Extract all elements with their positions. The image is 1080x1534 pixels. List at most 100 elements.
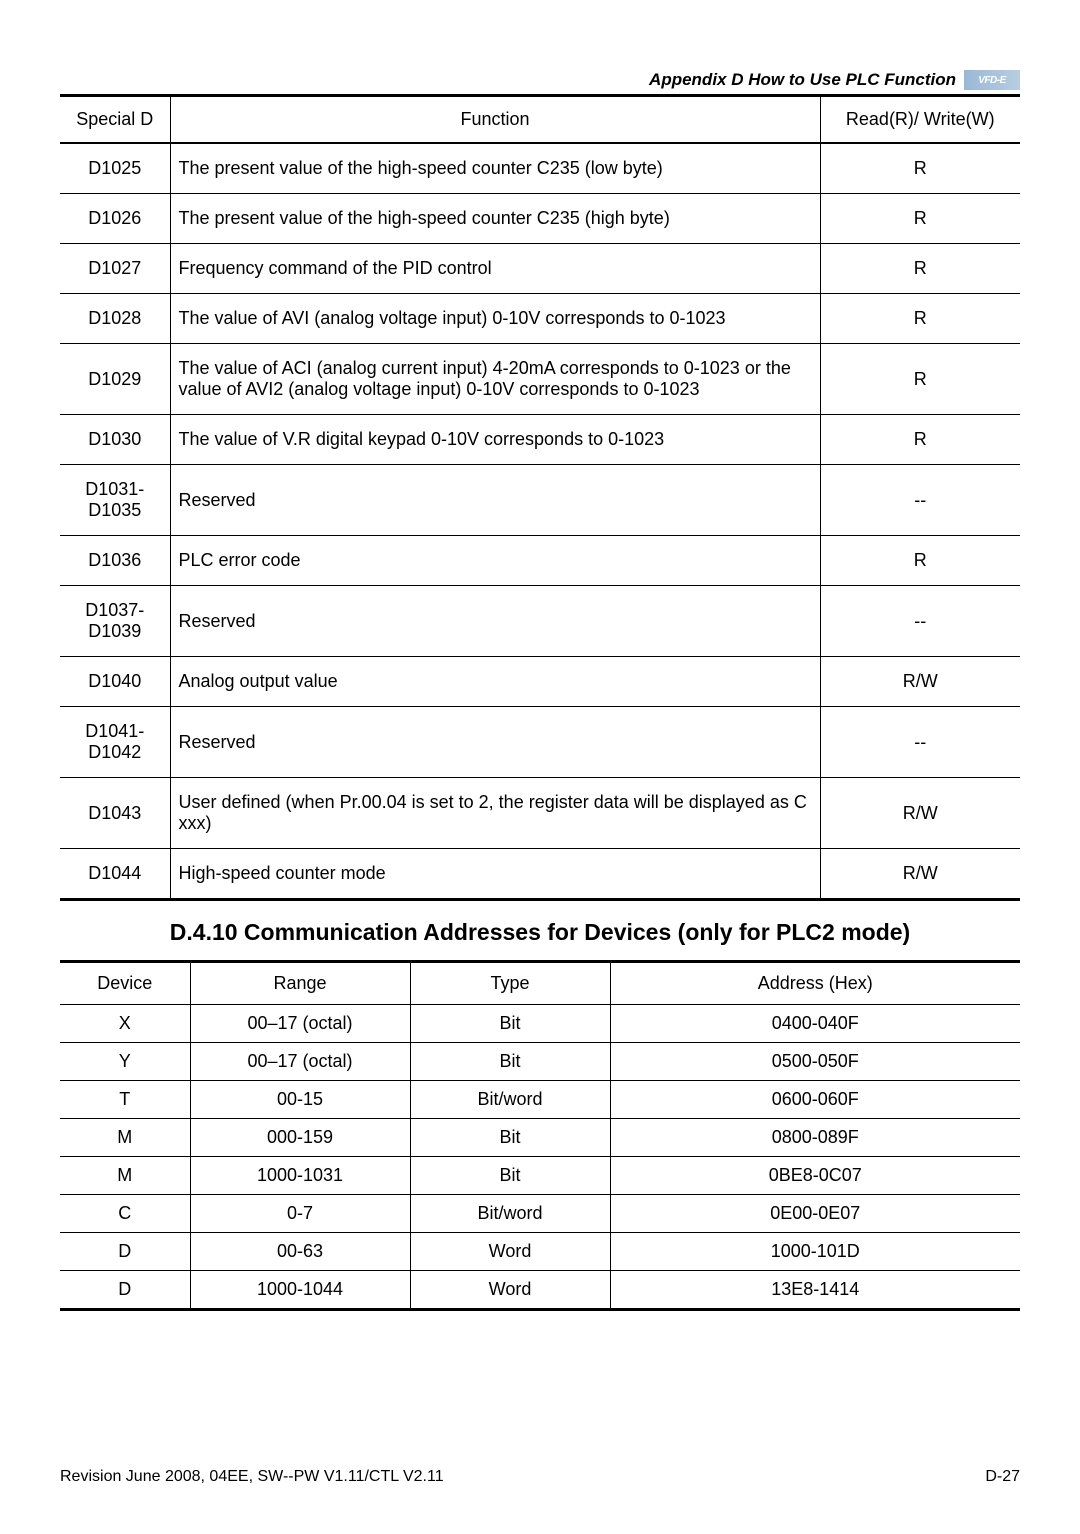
col-header-address-hex: Address (Hex) (610, 962, 1020, 1005)
special-d-table: Special D Function Read(R)/ Write(W) D10… (60, 94, 1020, 901)
section-heading: D.4.10 Communication Addresses for Devic… (60, 919, 1020, 946)
cell-special-d: D1036 (60, 536, 170, 586)
cell-special-d: D1028 (60, 294, 170, 344)
cell-special-d: D1027 (60, 244, 170, 294)
table-header-row: Device Range Type Address (Hex) (60, 962, 1020, 1005)
cell-range: 00–17 (octal) (190, 1043, 410, 1081)
cell-rw: R (820, 194, 1020, 244)
appendix-title: Appendix D How to Use PLC Function (649, 70, 956, 90)
cell-device: M (60, 1119, 190, 1157)
cell-type: Bit (410, 1043, 610, 1081)
cell-function: The present value of the high-speed coun… (170, 194, 820, 244)
cell-function: The value of ACI (analog current input) … (170, 344, 820, 415)
cell-rw: R (820, 536, 1020, 586)
cell-device: Y (60, 1043, 190, 1081)
table-row: D1030The value of V.R digital keypad 0-1… (60, 415, 1020, 465)
page-header: Appendix D How to Use PLC Function VFD-E (60, 70, 1020, 90)
brand-logo: VFD-E (964, 70, 1020, 90)
cell-address-hex: 0400-040F (610, 1005, 1020, 1043)
cell-device: M (60, 1157, 190, 1195)
table-row: M000-159Bit0800-089F (60, 1119, 1020, 1157)
col-header-device: Device (60, 962, 190, 1005)
table-row: D1029The value of ACI (analog current in… (60, 344, 1020, 415)
page-footer: Revision June 2008, 04EE, SW--PW V1.11/C… (60, 1468, 1020, 1486)
cell-address-hex: 0800-089F (610, 1119, 1020, 1157)
table-row: D1000-1044Word13E8-1414 (60, 1271, 1020, 1310)
cell-range: 00-15 (190, 1081, 410, 1119)
cell-special-d: D1029 (60, 344, 170, 415)
cell-address-hex: 1000-101D (610, 1233, 1020, 1271)
cell-special-d: D1044 (60, 849, 170, 900)
table-row: M1000-1031Bit0BE8-0C07 (60, 1157, 1020, 1195)
cell-function: Reserved (170, 586, 820, 657)
footer-page-number: D-27 (985, 1468, 1020, 1486)
col-header-special-d: Special D (60, 96, 170, 144)
table-row: D1026The present value of the high-speed… (60, 194, 1020, 244)
table-row: D1040Analog output valueR/W (60, 657, 1020, 707)
cell-address-hex: 0BE8-0C07 (610, 1157, 1020, 1195)
cell-special-d: D1043 (60, 778, 170, 849)
cell-special-d: D1037-D1039 (60, 586, 170, 657)
cell-type: Bit (410, 1119, 610, 1157)
cell-function: Reserved (170, 465, 820, 536)
table-header-row: Special D Function Read(R)/ Write(W) (60, 96, 1020, 144)
table-row: D1044High-speed counter modeR/W (60, 849, 1020, 900)
cell-special-d: D1026 (60, 194, 170, 244)
table-row: D1043User defined (when Pr.00.04 is set … (60, 778, 1020, 849)
cell-address-hex: 0E00-0E07 (610, 1195, 1020, 1233)
cell-special-d: D1030 (60, 415, 170, 465)
cell-rw: R (820, 244, 1020, 294)
table-row: D1041-D1042Reserved-- (60, 707, 1020, 778)
table-row: D1027Frequency command of the PID contro… (60, 244, 1020, 294)
cell-function: The value of V.R digital keypad 0-10V co… (170, 415, 820, 465)
cell-function: The value of AVI (analog voltage input) … (170, 294, 820, 344)
cell-rw: R/W (820, 778, 1020, 849)
cell-special-d: D1025 (60, 143, 170, 194)
col-header-range: Range (190, 962, 410, 1005)
cell-type: Bit (410, 1005, 610, 1043)
cell-device: T (60, 1081, 190, 1119)
cell-type: Bit (410, 1157, 610, 1195)
cell-function: The present value of the high-speed coun… (170, 143, 820, 194)
table-row: D1037-D1039Reserved-- (60, 586, 1020, 657)
cell-special-d: D1031-D1035 (60, 465, 170, 536)
table-row: D1025The present value of the high-speed… (60, 143, 1020, 194)
cell-address-hex: 13E8-1414 (610, 1271, 1020, 1310)
cell-rw: -- (820, 465, 1020, 536)
cell-rw: -- (820, 707, 1020, 778)
cell-rw: R (820, 415, 1020, 465)
cell-function: Analog output value (170, 657, 820, 707)
cell-type: Bit/word (410, 1081, 610, 1119)
cell-address-hex: 0600-060F (610, 1081, 1020, 1119)
table-row: D00-63Word1000-101D (60, 1233, 1020, 1271)
cell-device: D (60, 1233, 190, 1271)
col-header-type: Type (410, 962, 610, 1005)
cell-device: D (60, 1271, 190, 1310)
footer-revision: Revision June 2008, 04EE, SW--PW V1.11/C… (60, 1468, 444, 1486)
cell-device: C (60, 1195, 190, 1233)
cell-rw: R (820, 344, 1020, 415)
cell-function: Frequency command of the PID control (170, 244, 820, 294)
table-row: X00–17 (octal)Bit0400-040F (60, 1005, 1020, 1043)
col-header-function: Function (170, 96, 820, 144)
table-row: D1031-D1035Reserved-- (60, 465, 1020, 536)
cell-function: Reserved (170, 707, 820, 778)
cell-function: PLC error code (170, 536, 820, 586)
col-header-rw: Read(R)/ Write(W) (820, 96, 1020, 144)
table-row: C0-7Bit/word0E00-0E07 (60, 1195, 1020, 1233)
address-table: Device Range Type Address (Hex) X00–17 (… (60, 960, 1020, 1311)
brand-logo-text: VFD-E (978, 75, 1006, 86)
cell-type: Word (410, 1271, 610, 1310)
table-row: D1028The value of AVI (analog voltage in… (60, 294, 1020, 344)
cell-type: Bit/word (410, 1195, 610, 1233)
cell-function: User defined (when Pr.00.04 is set to 2,… (170, 778, 820, 849)
cell-type: Word (410, 1233, 610, 1271)
cell-rw: R (820, 143, 1020, 194)
cell-special-d: D1041-D1042 (60, 707, 170, 778)
cell-function: High-speed counter mode (170, 849, 820, 900)
cell-range: 0-7 (190, 1195, 410, 1233)
cell-rw: R/W (820, 849, 1020, 900)
cell-range: 00-63 (190, 1233, 410, 1271)
cell-rw: R (820, 294, 1020, 344)
table-row: D1036PLC error codeR (60, 536, 1020, 586)
